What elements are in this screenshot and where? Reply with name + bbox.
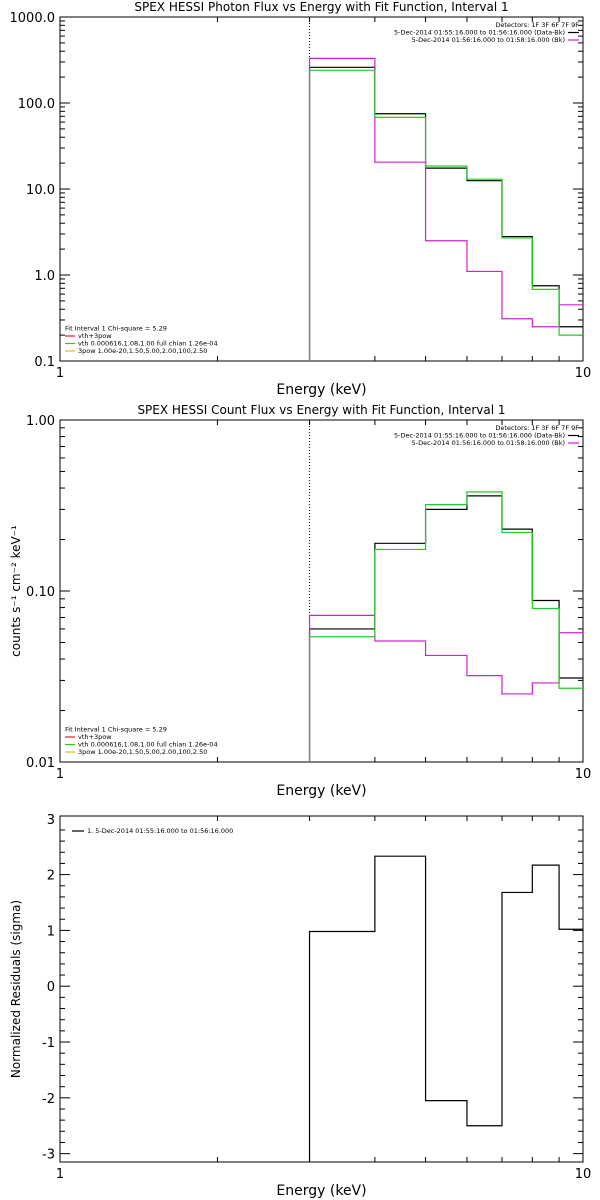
data-layer xyxy=(308,855,583,1162)
series-line-black xyxy=(308,495,583,762)
y-tick-label: 1000.0 xyxy=(10,11,56,26)
y-tick-label: 1.0 xyxy=(34,269,55,284)
legend-entry: 3pow 1.00e-20,1.50,5.00,2.00,100,2.50 xyxy=(78,347,207,355)
x-axis-label: Energy (keV) xyxy=(276,382,366,398)
y-axis-label: Normalized Residuals (sigma) xyxy=(9,900,23,1078)
chart-panel-2: 1 10 0.01 0.10 1.00 SPEX HESSI Count Flux vs … xyxy=(9,403,591,799)
series-line-magenta xyxy=(308,614,583,762)
legend-entry: 5-Dec-2014 01:55:16.000 to 01:56:16.000 … xyxy=(394,432,565,440)
y-tick-label: -2 xyxy=(42,1092,55,1107)
data-layer xyxy=(308,491,583,762)
legend-entry: 5-Dec-2014 01:55:16.000 to 01:56:16.000 … xyxy=(394,29,565,37)
y-tick-label: -3 xyxy=(42,1148,55,1163)
series-line-magenta xyxy=(308,57,583,361)
legend-entry: Fit Interval 1 Chi-square = 5.29 xyxy=(65,726,167,734)
y-tick-label: 1 xyxy=(47,924,55,939)
plot-frame xyxy=(59,419,584,763)
chart-panel-3: 1 10 -3 -2 -1 0 1 2 3 Energy (keV) Normalized Resi… xyxy=(9,813,591,1199)
series-line-black xyxy=(308,66,583,361)
series-line-black xyxy=(308,855,583,1162)
legend-entry: 5-Dec-2014 01:56:16.000 to 01:58:16.000 … xyxy=(412,439,565,447)
legend-entry: 1. 5-Dec-2014 01:55:16.000 to 01:56:16.0… xyxy=(87,827,233,835)
y-tick-label: 3 xyxy=(47,813,55,828)
y-tick-label: 0.1 xyxy=(34,355,55,370)
plot-frame xyxy=(59,815,584,1163)
legend-entry: Detectors: 1F 3F 6F 7F 9F xyxy=(495,424,579,432)
legend-entry: Fit Interval 1 Chi-square = 5.29 xyxy=(65,325,167,333)
legend-entry: vth 0.000616,1.08,1.00 full chian 1.26e-… xyxy=(78,340,218,348)
chart-title: SPEX HESSI Count Flux vs Energy with Fit… xyxy=(137,403,505,417)
y-axis-label: counts s⁻¹ cm⁻² keV⁻¹ xyxy=(9,525,23,657)
x-tick-label: 1 xyxy=(56,1167,64,1182)
x-tick-label: 1 xyxy=(56,767,64,782)
y-tick-label: 100.0 xyxy=(18,97,55,112)
chart-panel-1: 1 10 0.1 1.0 10.0 100.0 1000.0 SPEX HESSI Photo… xyxy=(10,0,592,398)
chart-title: SPEX HESSI Photon Flux vs Energy with Fi… xyxy=(134,0,508,14)
x-axis-label: Energy (keV) xyxy=(276,1183,366,1199)
legend-entry: vth 0.000616,1.08,1.00 full chian 1.26e-… xyxy=(78,741,218,749)
y-tick-label: 0.10 xyxy=(26,585,55,600)
x-tick-label: 10 xyxy=(575,1167,592,1182)
y-tick-label: 10.0 xyxy=(26,183,55,198)
x-tick-label: 1 xyxy=(56,366,64,381)
data-layer xyxy=(308,57,583,361)
y-tick-label: -1 xyxy=(42,1036,55,1051)
y-tick-label: 0.01 xyxy=(26,756,55,771)
legend-entry: Detectors: 1F 3F 6F 7F 9F xyxy=(495,21,579,29)
x-tick-label: 10 xyxy=(575,767,592,782)
legend-entry: vth+3pow xyxy=(78,332,112,340)
legend-entry: vth+3pow xyxy=(78,733,112,741)
series-line-green xyxy=(308,491,583,762)
series-line-green xyxy=(308,69,583,361)
x-axis-label: Energy (keV) xyxy=(276,783,366,799)
y-tick-label: 2 xyxy=(47,869,55,884)
y-tick-label: 1.00 xyxy=(26,414,55,429)
legend-entry: 3pow 1.00e-20,1.50,5.00,2.00,100,2.50 xyxy=(78,748,207,756)
y-tick-label: 0 xyxy=(47,980,55,995)
x-tick-label: 10 xyxy=(575,366,592,381)
legend-entry: 5-Dec-2014 01:56:16.000 to 01:58:16.000 … xyxy=(412,36,565,44)
plot-frame xyxy=(59,16,584,362)
